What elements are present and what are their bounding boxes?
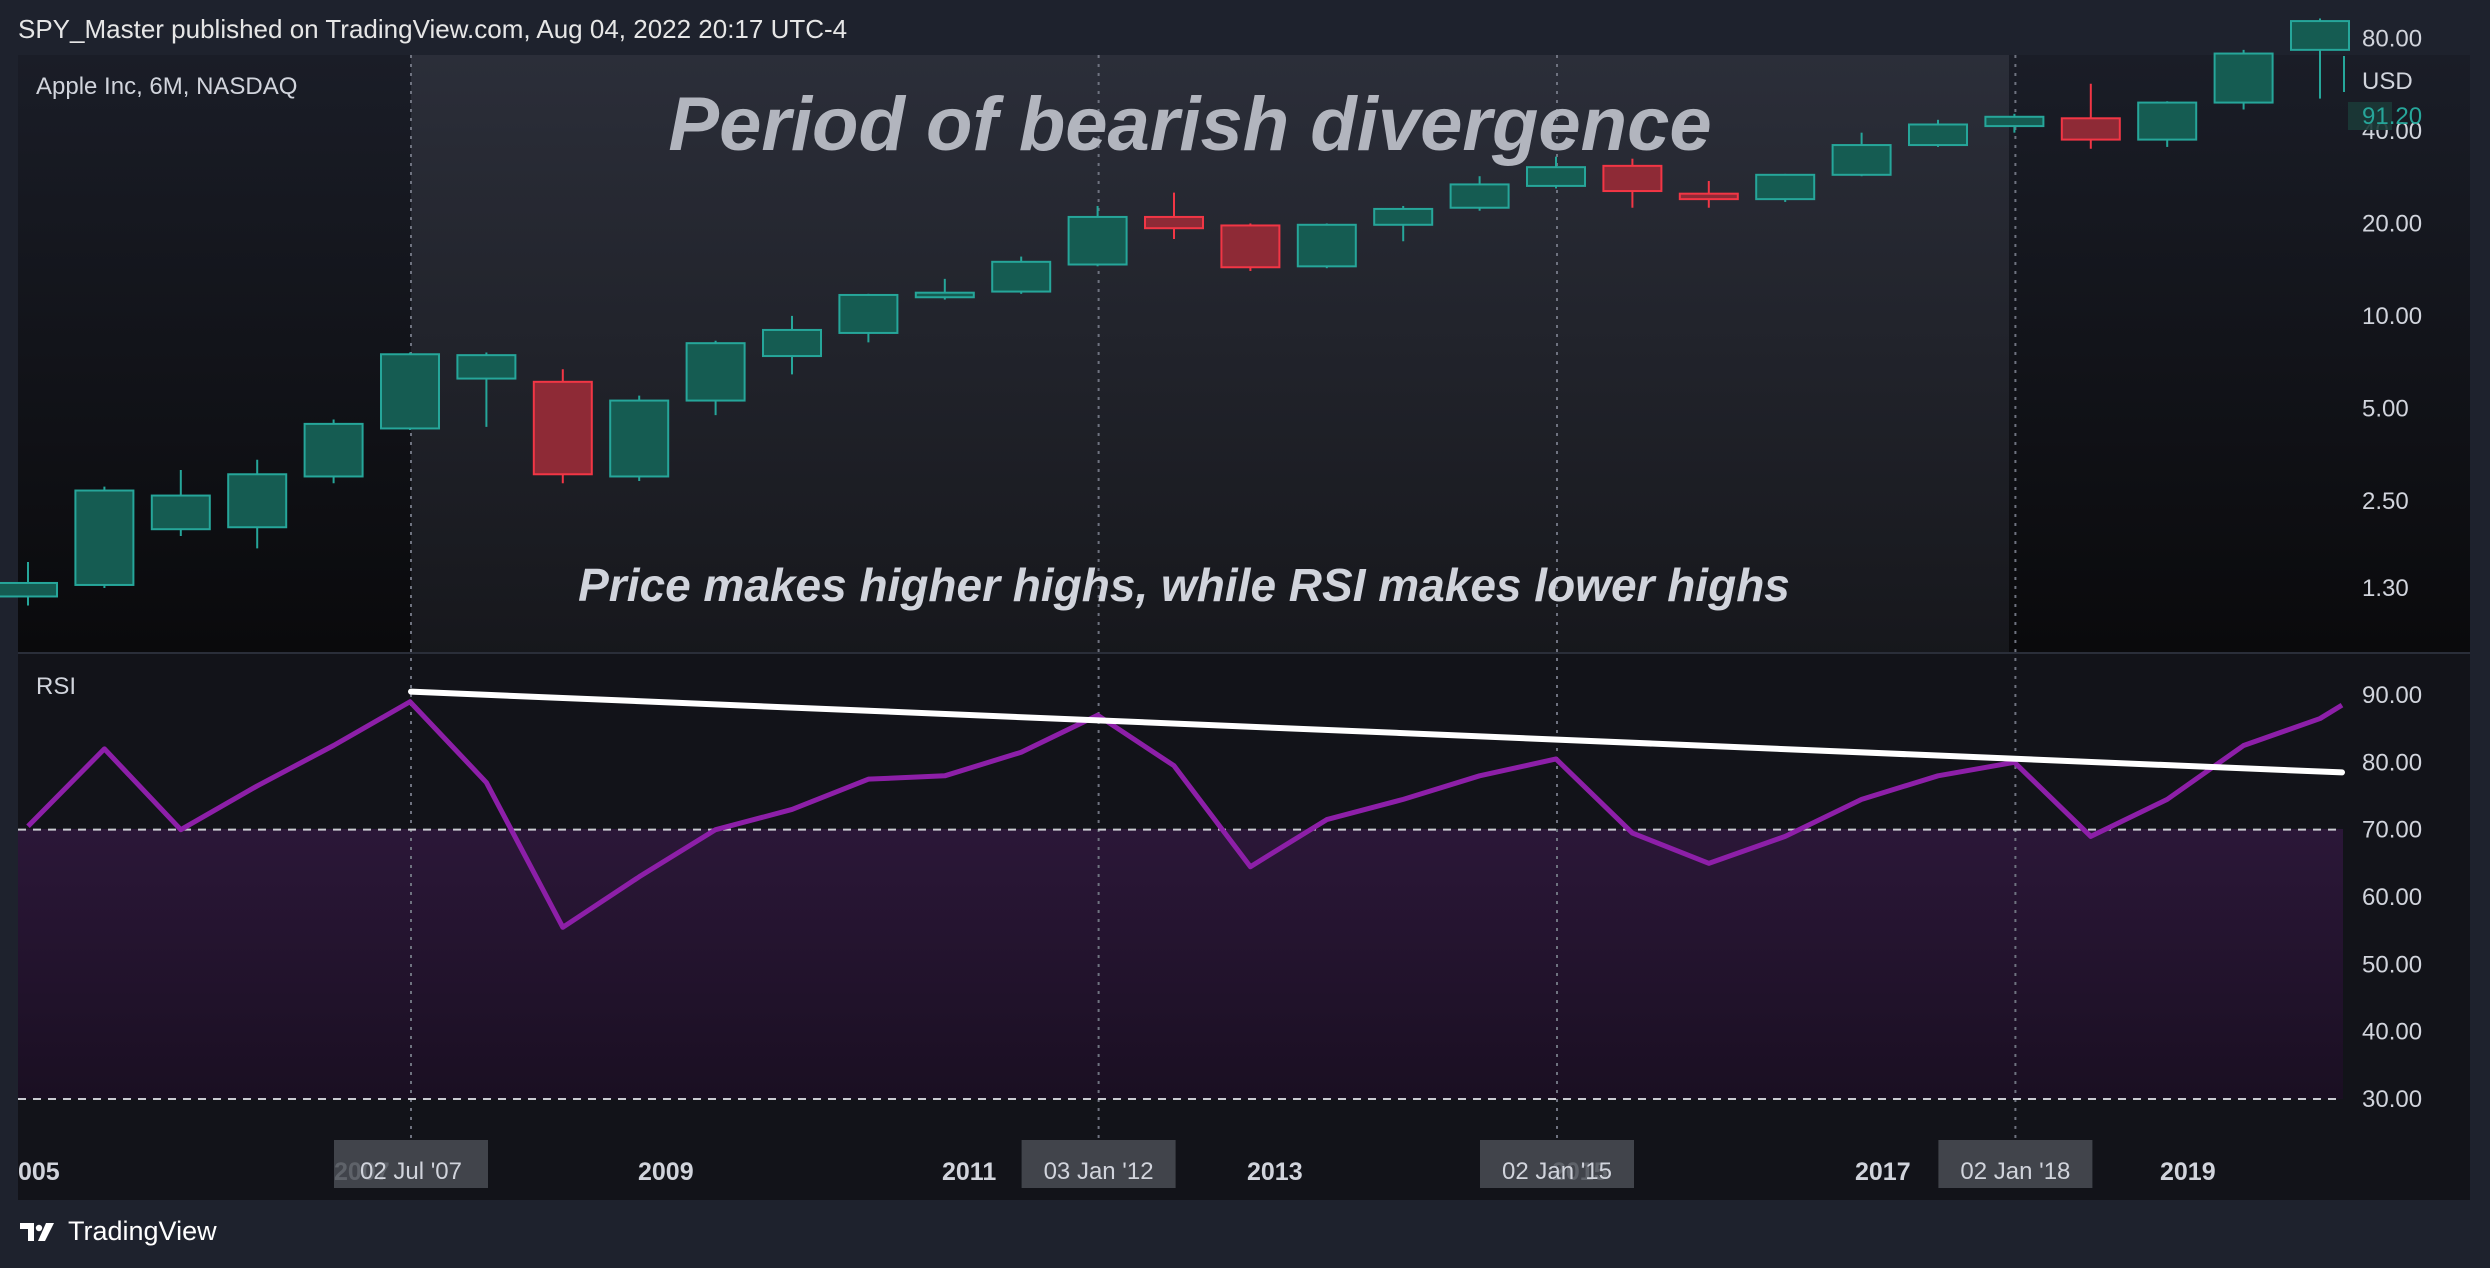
time-marker-tag[interactable] (334, 1140, 488, 1188)
time-marker-label: 02 Jan '18 (1960, 1158, 2070, 1185)
candle-body (2137, 101, 2198, 141)
divergence-title: Period of bearish divergence (668, 82, 1711, 167)
candle-body (1602, 164, 1663, 193)
price-tick-label: 5.00 (2362, 395, 2409, 422)
candle-body (1831, 144, 1892, 176)
candle-body (685, 342, 746, 402)
time-axis-label: 2009 (638, 1158, 694, 1186)
divergence-subtitle: Price makes higher highs, while RSI make… (578, 559, 1790, 611)
candle-body (74, 489, 135, 586)
candle-body (2290, 20, 2350, 51)
candle-body (380, 353, 440, 430)
candle-body (914, 291, 975, 299)
price-tick-label: 10.00 (2362, 303, 2422, 330)
candle-body (1984, 115, 2045, 128)
candle-body (2213, 52, 2274, 104)
price-tick-label: 20.00 (2362, 210, 2422, 237)
footer-brand: TradingView (68, 1216, 217, 1246)
rsi-tick-label: 90.00 (2362, 682, 2422, 709)
candle-body (1144, 215, 1204, 230)
tradingview-logo-icon (20, 1222, 54, 1241)
candle-body (762, 328, 822, 358)
time-axis-label: 2013 (1247, 1158, 1303, 1186)
currency-label: USD (2362, 68, 2413, 95)
time-axis-label: 2019 (2160, 1158, 2216, 1186)
time-marker-label: 03 Jan '12 (1044, 1158, 1154, 1185)
time-marker-label: 02 Jan '15 (1502, 1158, 1612, 1185)
candle-body (1526, 166, 1586, 187)
time-axis-label: 2011 (942, 1158, 996, 1186)
price-tick-label: 80.00 (2362, 26, 2422, 53)
candle-body (2060, 117, 2121, 141)
time-axis-label: 2017 (1855, 1158, 1911, 1186)
candle-body (1755, 173, 1816, 201)
time-marker-label: 02 Jul '07 (360, 1158, 462, 1185)
publish-header: SPY_Master published on TradingView.com,… (18, 14, 848, 44)
rsi-trendline[interactable] (408, 688, 2345, 776)
candle-body (1908, 123, 1968, 147)
price-tick-label: 2.50 (2362, 488, 2409, 515)
candle-body (456, 354, 517, 380)
rsi-tick-label: 30.00 (2362, 1086, 2422, 1113)
rsi-tick-label: 40.00 (2362, 1019, 2422, 1046)
footer: TradingView (18, 1216, 217, 1247)
last-price-label: 91.20 (2362, 103, 2422, 130)
candle-body (991, 260, 1052, 293)
rsi-line (26, 699, 2344, 930)
time-axis-label: 005 (18, 1158, 60, 1186)
last-price-badge (2348, 102, 2392, 130)
candle-body (532, 380, 593, 476)
rsi-band-fill (18, 829, 2343, 1099)
rsi-tick-label: 80.00 (2362, 749, 2422, 776)
candle-body (1678, 192, 1739, 201)
candle-body (1220, 224, 1281, 269)
time-marker-tag[interactable] (1021, 1140, 1176, 1188)
candle-body (1449, 183, 1510, 209)
time-marker-tag[interactable] (1480, 1140, 1634, 1188)
symbol-label: Apple Inc, 6M, NASDAQ (36, 73, 297, 100)
candle-body (227, 473, 288, 529)
candle-body (1296, 223, 1357, 268)
time-marker-tag[interactable] (1938, 1140, 2093, 1188)
rsi-tick-label: 70.00 (2362, 817, 2422, 844)
price-tick-label: 1.30 (2362, 575, 2409, 602)
rsi-tick-label: 60.00 (2362, 884, 2422, 911)
candle-body (0, 581, 58, 598)
candle-body (303, 422, 364, 478)
rsi-tick-label: 50.00 (2362, 951, 2422, 978)
rsi-label: RSI (36, 673, 76, 700)
divergence-highlight (411, 55, 2009, 653)
candle-body (1067, 215, 1128, 266)
candle-body (150, 494, 211, 531)
candle-body (1373, 207, 1434, 226)
candle-body (838, 293, 899, 334)
candle-body (609, 399, 670, 478)
